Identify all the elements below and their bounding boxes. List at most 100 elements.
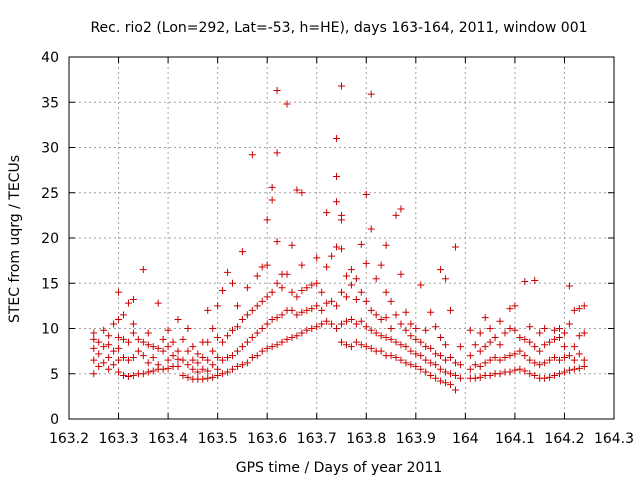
data-point (447, 306, 454, 314)
data-point (546, 338, 554, 346)
data-point (298, 286, 306, 294)
data-point (313, 279, 321, 287)
data-point (233, 302, 241, 310)
data-point (268, 315, 276, 323)
data-point (546, 356, 554, 364)
data-point (338, 245, 345, 253)
data-point (496, 341, 504, 349)
data-point (333, 325, 341, 332)
data-point (288, 241, 296, 249)
y-tick-label: 35 (41, 95, 59, 111)
data-point (273, 238, 281, 246)
data-point (506, 368, 514, 376)
data-point (377, 261, 385, 269)
data-point (189, 356, 197, 364)
data-point (194, 368, 202, 376)
data-point (377, 347, 385, 355)
data-point (184, 361, 192, 369)
data-point (362, 191, 370, 199)
data-point (357, 240, 365, 248)
data-point (90, 335, 98, 343)
data-point (333, 198, 341, 206)
data-point (422, 343, 430, 351)
x-tick-label: 163.4 (148, 431, 188, 447)
data-point (129, 372, 137, 380)
data-point (144, 359, 152, 367)
data-point (129, 329, 137, 337)
data-point (129, 296, 137, 304)
data-point (486, 325, 494, 332)
data-point (238, 248, 246, 256)
data-point (308, 325, 316, 332)
data-point (407, 347, 415, 355)
data-point (521, 277, 529, 285)
data-point (402, 343, 410, 351)
y-tick-label: 40 (41, 50, 59, 66)
data-point (219, 338, 227, 346)
data-point (219, 356, 227, 364)
y-tick-label: 5 (50, 367, 59, 383)
data-point (90, 344, 98, 352)
data-point (526, 323, 534, 331)
data-point (486, 372, 494, 380)
data-point (575, 305, 583, 313)
data-point (521, 335, 529, 343)
data-point (214, 365, 222, 373)
data-point (456, 343, 464, 351)
data-point (303, 326, 311, 334)
data-point (397, 356, 405, 364)
data-point (526, 338, 534, 346)
data-point (323, 299, 331, 307)
data-point (333, 243, 341, 251)
data-point (496, 317, 504, 325)
data-point (387, 297, 395, 305)
data-point (347, 266, 355, 274)
data-point (501, 353, 509, 361)
data-point (100, 326, 108, 334)
data-point (422, 356, 430, 364)
data-point (422, 326, 430, 334)
data-point (124, 338, 132, 346)
y-tick-label: 25 (41, 186, 59, 202)
data-point (570, 343, 578, 351)
axis-ticks: 163.2 163.3 163.4 163.5 163.6 163.7 163.8 163.9… (41, 50, 634, 447)
data-point (149, 353, 157, 361)
data-point (219, 286, 227, 294)
data-point (466, 365, 474, 373)
data-point (248, 334, 256, 342)
data-point (233, 363, 241, 371)
data-point (100, 343, 108, 351)
data-point (511, 366, 519, 374)
data-point (417, 281, 425, 289)
data-point (263, 293, 271, 301)
data-point (516, 365, 524, 373)
data-point (248, 306, 256, 314)
data-point (189, 365, 197, 373)
data-point (268, 343, 276, 351)
data-point (90, 356, 98, 364)
data-point (313, 323, 321, 331)
data-point (328, 252, 336, 260)
data-point (362, 323, 370, 331)
data-point (516, 334, 524, 342)
x-axis-label: GPS time / Days of year 2011 (236, 460, 443, 476)
data-point (481, 359, 489, 367)
data-point (560, 343, 568, 351)
data-point (179, 372, 187, 380)
data-point (199, 375, 207, 383)
data-point (565, 282, 573, 290)
data-point (580, 356, 588, 364)
data-point (397, 341, 405, 349)
data-point (293, 186, 301, 194)
data-point (486, 338, 494, 346)
data-point (139, 352, 147, 360)
data-point (318, 320, 326, 328)
data-point (342, 293, 350, 301)
data-point (456, 374, 464, 382)
data-point (199, 365, 207, 373)
data-point (105, 341, 113, 349)
data-point (486, 356, 494, 364)
data-point (338, 338, 345, 346)
